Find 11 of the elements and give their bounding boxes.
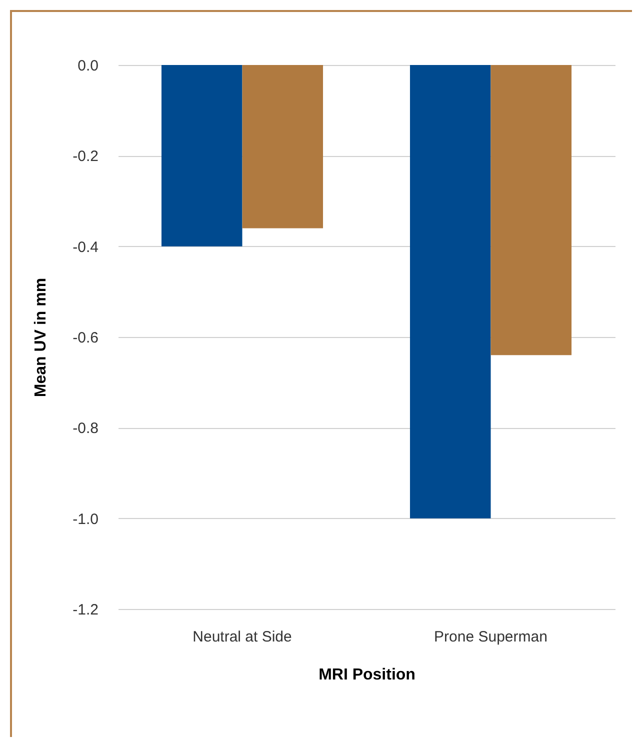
y-tick-label: -1.0 [72,510,98,528]
y-tick-label: -0.8 [72,420,98,438]
x-axis-title: MRI Position [318,666,416,684]
y-tick-label: -1.2 [72,602,98,618]
x-tick-label: Prone Superman [434,628,548,646]
y-tick-label: 0.0 [78,58,98,74]
y-tick-label: -0.6 [72,330,98,346]
y-tick-label: -0.4 [72,238,98,256]
y-axis-title: Mean UV in mm [32,278,50,398]
y-tick-label: -0.2 [72,148,98,166]
x-tick-label: Neutral at Side [192,628,292,646]
